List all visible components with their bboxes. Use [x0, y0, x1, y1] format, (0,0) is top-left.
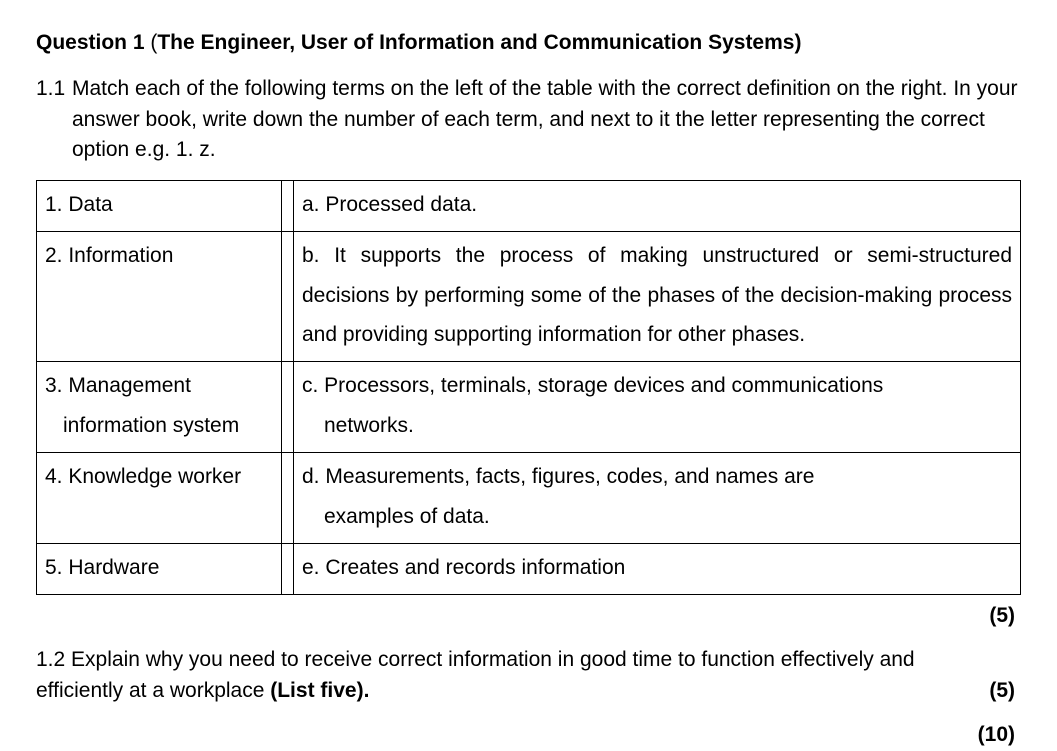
- definition-text: a. Processed data.: [302, 193, 477, 216]
- question-title: Question 1 (The Engineer, User of Inform…: [36, 28, 1021, 58]
- question-1-1-text: Match each of the following terms on the…: [72, 74, 1021, 165]
- question-total-marks: (10): [36, 720, 1021, 750]
- question-1-1-marks: (5): [36, 601, 1021, 631]
- definition-cell: d. Measurements, facts, figures, codes, …: [294, 453, 1021, 544]
- table-row: 3. Management information system c. Proc…: [37, 362, 1021, 453]
- question-1-2: 1.2 Explain why you need to receive corr…: [36, 645, 1021, 706]
- table-row: 2. Information b. It supports the proces…: [37, 231, 1021, 362]
- definition-cell: b. It supports the process of making uns…: [294, 231, 1021, 362]
- term-text-line2: information system: [45, 406, 273, 446]
- definition-text-line2: networks.: [302, 406, 1012, 446]
- definition-text: b. It supports the process of making uns…: [302, 244, 1012, 347]
- matching-table-body: 1. Data a. Processed data. 2. Informatio…: [37, 180, 1021, 594]
- definition-text: e. Creates and records information: [302, 556, 625, 579]
- definition-text: d. Measurements, facts, figures, codes, …: [302, 457, 1012, 497]
- question-1-1: 1.1 Match each of the following terms on…: [36, 74, 1021, 165]
- matching-table: 1. Data a. Processed data. 2. Informatio…: [36, 180, 1021, 595]
- question-1-2-marks: (5): [989, 676, 1021, 706]
- spacer-cell: [282, 543, 294, 594]
- table-row: 1. Data a. Processed data.: [37, 180, 1021, 231]
- title-paren: (: [145, 31, 158, 54]
- question-1-1-index: 1.1: [36, 74, 72, 165]
- term-text: 5. Hardware: [45, 556, 159, 579]
- term-cell: 1. Data: [37, 180, 282, 231]
- definition-cell: c. Processors, terminals, storage device…: [294, 362, 1021, 453]
- table-row: 5. Hardware e. Creates and records infor…: [37, 543, 1021, 594]
- question-1-2-text: 1.2 Explain why you need to receive corr…: [36, 645, 949, 706]
- definition-cell: a. Processed data.: [294, 180, 1021, 231]
- term-cell: 5. Hardware: [37, 543, 282, 594]
- term-text: 3. Management: [45, 374, 191, 397]
- definition-cell: e. Creates and records information: [294, 543, 1021, 594]
- term-text: 4. Knowledge worker: [45, 465, 241, 488]
- spacer-cell: [282, 180, 294, 231]
- question-subtitle: The Engineer, User of Information and Co…: [157, 31, 801, 54]
- question-1-2-index: 1.2: [36, 648, 65, 671]
- term-cell: 3. Management information system: [37, 362, 282, 453]
- table-row: 4. Knowledge worker d. Measurements, fac…: [37, 453, 1021, 544]
- spacer-cell: [282, 453, 294, 544]
- term-cell: 2. Information: [37, 231, 282, 362]
- question-number: Question 1: [36, 31, 145, 54]
- term-cell: 4. Knowledge worker: [37, 453, 282, 544]
- question-1-2-bold: (List five).: [270, 679, 369, 702]
- spacer-cell: [282, 231, 294, 362]
- term-text: 2. Information: [45, 244, 173, 267]
- definition-text: c. Processors, terminals, storage device…: [302, 374, 883, 397]
- question-1-2-body: Explain why you need to receive correct …: [36, 648, 915, 701]
- term-text: 1. Data: [45, 193, 113, 216]
- spacer-cell: [282, 362, 294, 453]
- definition-text-line2: examples of data.: [302, 497, 1012, 537]
